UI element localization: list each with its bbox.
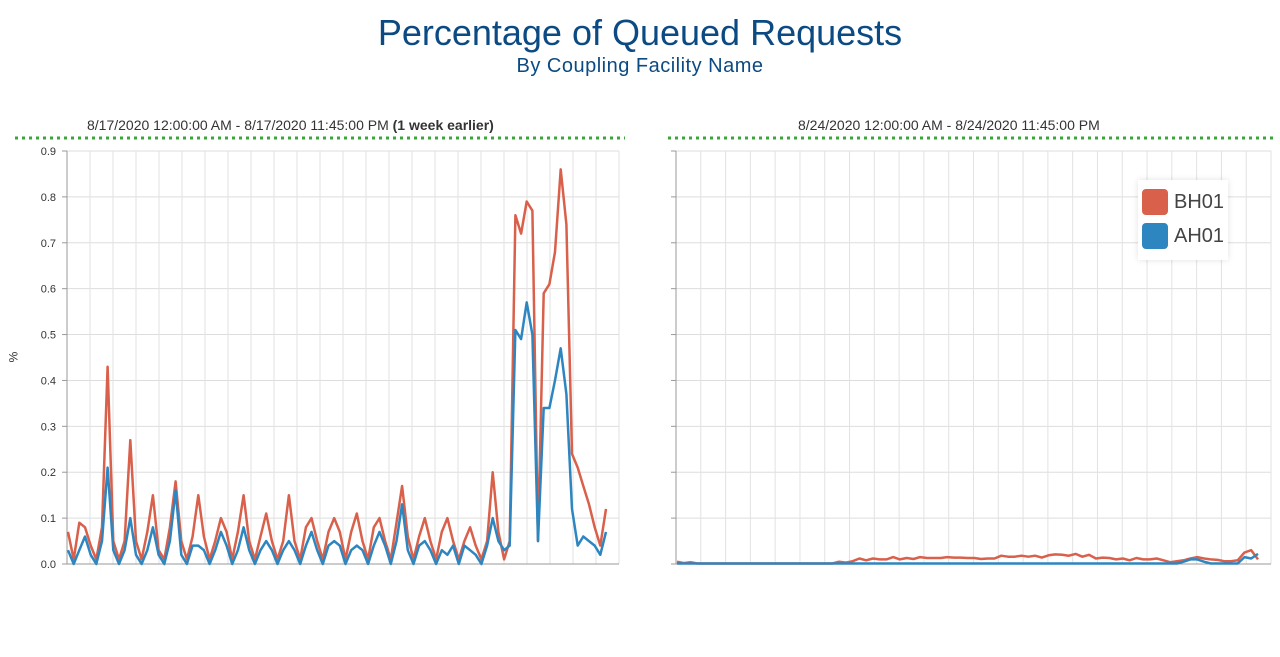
y-tick-label: 0.2 — [41, 467, 56, 479]
chart-title: Percentage of Queued Requests — [377, 12, 903, 53]
left-series-line-bh01 — [66, 168, 608, 561]
left-panel-note: (1 week earlier) — [392, 117, 494, 133]
left-series-line-ah01 — [66, 301, 608, 566]
y-tick-label: 0.6 — [41, 284, 56, 296]
y-tick-label: 0.4 — [41, 375, 56, 387]
right-series-line-bh01 — [676, 548, 1260, 565]
right-series-line-ah01 — [677, 552, 1259, 565]
legend-label-ah01: AH01 — [1174, 224, 1225, 247]
y-tick-label: 0.1 — [41, 513, 56, 525]
y-tick-label: 0.5 — [41, 330, 56, 342]
right-panel-date-range: 8/24/2020 12:00:00 AM - 8/24/2020 11:45:… — [798, 117, 1100, 133]
chart-subtitle: By Coupling Facility Name — [516, 55, 764, 77]
y-tick-label: 0.9 — [41, 146, 56, 158]
legend-item-bh01[interactable]: BH01 — [1142, 189, 1224, 215]
y-tick-label: 0.3 — [41, 421, 56, 433]
left-panel-heading: 8/17/2020 12:00:00 AM - 8/17/2020 11:45:… — [87, 117, 494, 133]
left-panel-date-range: 8/17/2020 12:00:00 AM - 8/17/2020 11:45:… — [87, 117, 389, 133]
legend-item-ah01[interactable]: AH01 — [1142, 223, 1224, 249]
y-tick-label: 0.7 — [41, 238, 56, 250]
right-panel-heading: 8/24/2020 12:00:00 AM - 8/24/2020 11:45:… — [798, 117, 1100, 133]
legend-label-bh01: BH01 — [1174, 190, 1225, 213]
y-tick-label: 0.0 — [41, 559, 56, 571]
legend-swatch-ah01 — [1142, 223, 1168, 249]
legend: BH01 AH01 — [1138, 180, 1228, 260]
y-tick-label: 0.8 — [41, 192, 56, 204]
legend-swatch-bh01 — [1142, 189, 1168, 215]
